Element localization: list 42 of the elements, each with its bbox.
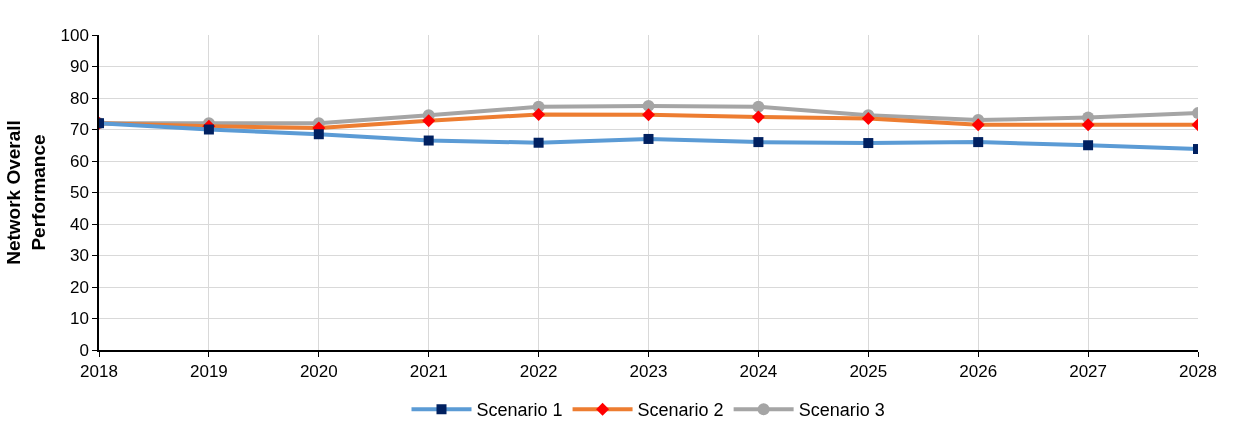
y-tick-label: 30	[69, 246, 89, 266]
point	[751, 110, 765, 124]
y-tick-label: 20	[69, 277, 89, 297]
point	[642, 108, 655, 122]
x-tick-label: 2024	[739, 362, 778, 382]
point	[971, 118, 985, 132]
y-tick-label: 60	[69, 151, 89, 171]
x-tick-label: 2021	[409, 362, 448, 382]
x-tick-label: 2022	[519, 362, 558, 382]
point	[1081, 118, 1095, 132]
point	[753, 137, 764, 148]
point	[1083, 140, 1094, 151]
x-tick-label: 2020	[299, 362, 338, 382]
y-tick-label: 50	[69, 183, 89, 203]
point	[752, 100, 765, 113]
y-tick-label: 10	[69, 309, 89, 329]
point	[422, 114, 436, 128]
x-tick-label: 2018	[80, 362, 118, 382]
y-tick-label: 0	[79, 340, 89, 360]
point	[973, 137, 984, 148]
point	[643, 133, 654, 144]
x-tick-label: 2026	[959, 362, 998, 382]
legend-label: Scenario 2	[637, 400, 724, 421]
x-tick-label: 2019	[189, 362, 228, 382]
point	[532, 107, 546, 121]
x-tick-label: 2023	[629, 362, 668, 382]
y-tick-label: 70	[69, 120, 89, 140]
point	[533, 137, 544, 148]
point	[203, 124, 214, 135]
point	[863, 138, 874, 149]
legend-label: Scenario 1	[476, 400, 563, 421]
point	[313, 129, 324, 140]
x-tick-label: 2028	[1179, 362, 1217, 382]
x-tick-label: 2025	[849, 362, 888, 382]
y-axis-title: Network Overall Performance	[3, 120, 49, 265]
point	[423, 135, 434, 146]
x-tick-label: 2027	[1069, 362, 1108, 382]
legend-label: Scenario 3	[798, 400, 885, 421]
y-tick-label: 80	[69, 88, 89, 108]
y-tick-label: 90	[69, 57, 89, 77]
y-tick-label: 100	[60, 25, 89, 45]
y-tick-label: 40	[69, 214, 89, 234]
